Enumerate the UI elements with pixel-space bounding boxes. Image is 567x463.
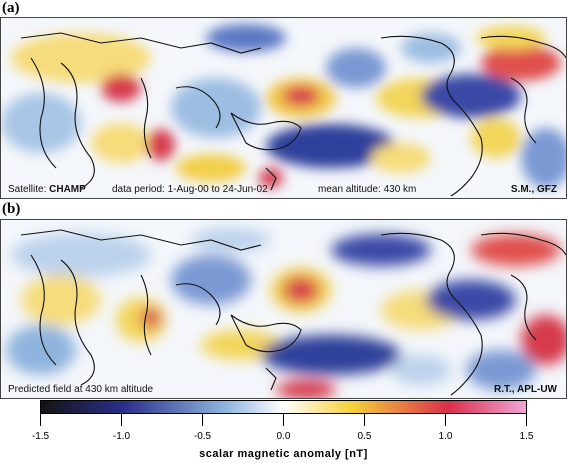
panel-b-caption: Predicted field at 430 km altitude [8, 384, 154, 395]
colorbar [40, 400, 527, 414]
panel-a-caption-period: data period: 1-Aug-00 to 24-Jun-02 [112, 184, 268, 195]
panel-a-map [0, 17, 567, 199]
panel-a-caption-altitude: mean altitude: 430 km [318, 184, 417, 195]
colorbar-tick-label: 1.0 [438, 431, 453, 442]
colorbar-tick-label: 0.0 [276, 431, 291, 442]
panel-b-map [0, 219, 567, 399]
panel-a-anomaly-map [1, 18, 566, 198]
colorbar-tick-label: -0.5 [193, 431, 212, 442]
colorbar-ticks [40, 414, 527, 426]
colorbar-tick-label: -1.0 [112, 431, 131, 442]
panel-b-label: (b) [2, 201, 21, 217]
colorbar-tick-label: -1.5 [31, 431, 50, 442]
satellite-name: CHAMP [49, 184, 86, 195]
colorbar-title: scalar magnetic anomaly [nT] [199, 448, 368, 460]
colorbar-tick-label: 1.5 [519, 431, 534, 442]
panel-b-anomaly-map [1, 220, 566, 398]
panel-a-label: (a) [2, 0, 20, 16]
panel-a-credit: S.M., GFZ [510, 184, 557, 195]
panel-a-caption-satellite: Satellite: CHAMP [8, 184, 86, 195]
panel-b-credit: R.T., APL-UW [494, 384, 557, 395]
colorbar-tick-label: 0.5 [357, 431, 372, 442]
